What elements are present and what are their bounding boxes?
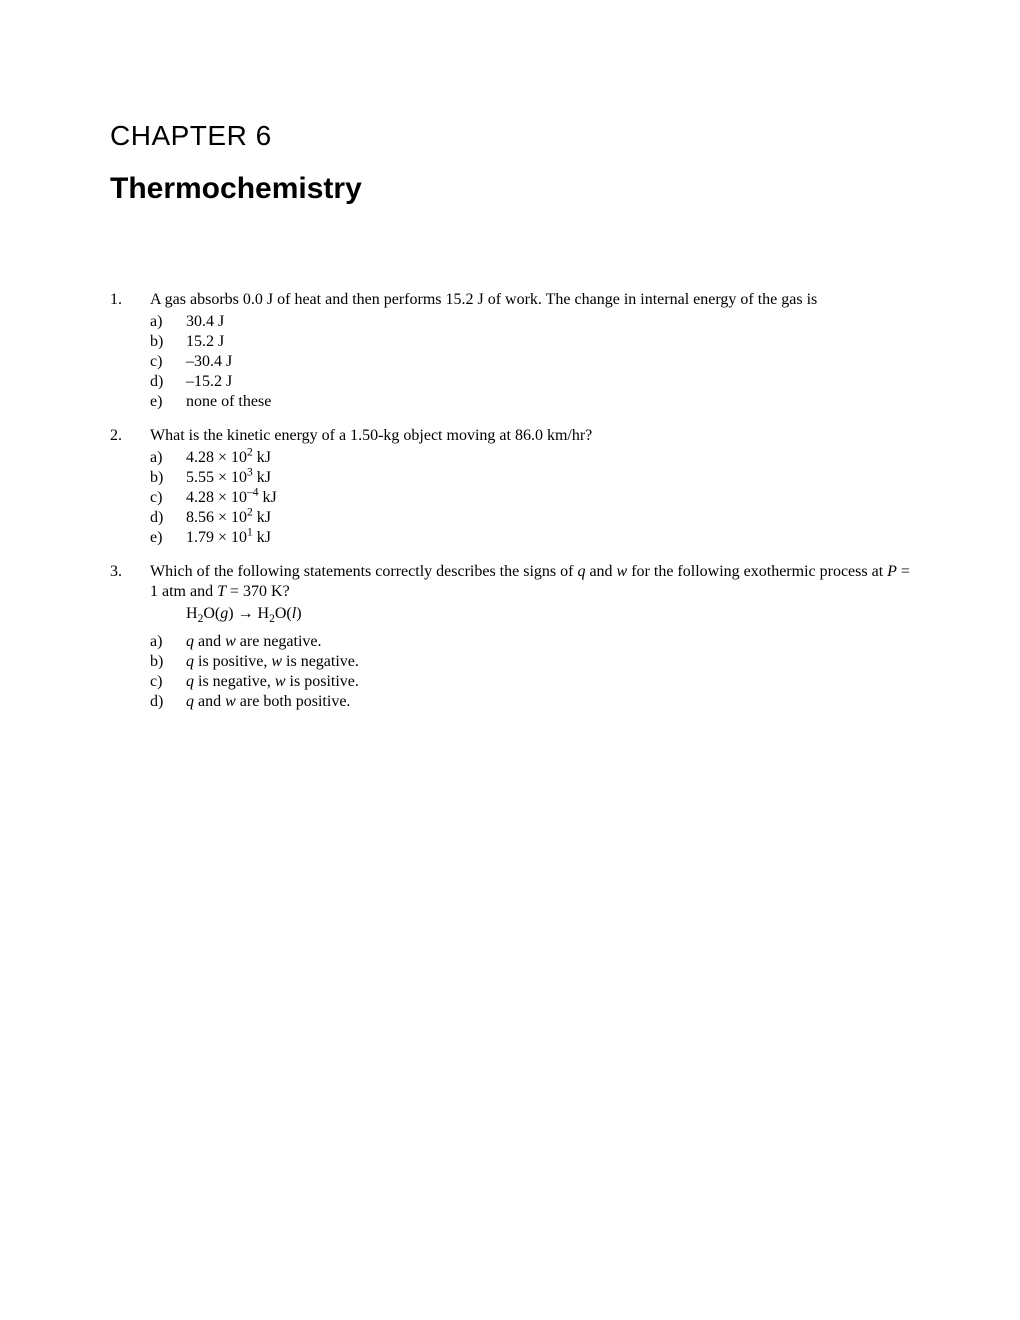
question-body: Which of the following statements correc… [150, 562, 920, 712]
option-label: b) [150, 652, 186, 672]
options-list: a) q and w are negative. b) q is positiv… [150, 632, 920, 712]
question: 1. A gas absorbs 0.0 J of heat and then … [110, 290, 920, 412]
question-stem: What is the kinetic energy of a 1.50-kg … [150, 426, 920, 446]
option-text: 4.28 × 102 kJ [186, 448, 920, 468]
option: a) 4.28 × 102 kJ [150, 448, 920, 468]
question-body: What is the kinetic energy of a 1.50-kg … [150, 426, 920, 548]
option-label: c) [150, 352, 186, 372]
option-label: e) [150, 392, 186, 412]
page-container: CHAPTER 6 Thermochemistry 1. A gas absor… [0, 0, 1020, 712]
option: c) –30.4 J [150, 352, 920, 372]
question: 3. Which of the following statements cor… [110, 562, 920, 712]
option: e) 1.79 × 101 kJ [150, 528, 920, 548]
option: d) q and w are both positive. [150, 692, 920, 712]
option: c) 4.28 × 10–4 kJ [150, 488, 920, 508]
question-stem: A gas absorbs 0.0 J of heat and then per… [150, 290, 920, 310]
chapter-label: CHAPTER 6 [110, 120, 920, 152]
option-text: 15.2 J [186, 332, 920, 352]
option: a) 30.4 J [150, 312, 920, 332]
option-text: none of these [186, 392, 920, 412]
option-label: c) [150, 672, 186, 692]
option-label: d) [150, 692, 186, 712]
option-text: 8.56 × 102 kJ [186, 508, 920, 528]
option: b) 15.2 J [150, 332, 920, 352]
question-number: 2. [110, 426, 150, 548]
options-list: a) 4.28 × 102 kJ b) 5.55 × 103 kJ c) 4.2… [150, 448, 920, 548]
option: e) none of these [150, 392, 920, 412]
question-number: 1. [110, 290, 150, 412]
question-equation: H2O(g) → H2O(l) [150, 604, 920, 624]
option-text: q is positive, w is negative. [186, 652, 920, 672]
option-text: 4.28 × 10–4 kJ [186, 488, 920, 508]
option-text: –30.4 J [186, 352, 920, 372]
option-text: 30.4 J [186, 312, 920, 332]
question: 2. What is the kinetic energy of a 1.50-… [110, 426, 920, 548]
option-text: q and w are negative. [186, 632, 920, 652]
option-label: d) [150, 508, 186, 528]
options-list: a) 30.4 J b) 15.2 J c) –30.4 J d) –15.2 … [150, 312, 920, 412]
option-label: e) [150, 528, 186, 548]
option-text: 1.79 × 101 kJ [186, 528, 920, 548]
option-text: q is negative, w is positive. [186, 672, 920, 692]
question-stem: Which of the following statements correc… [150, 562, 920, 602]
question-number: 3. [110, 562, 150, 712]
option: c) q is negative, w is positive. [150, 672, 920, 692]
option: b) q is positive, w is negative. [150, 652, 920, 672]
option: d) 8.56 × 102 kJ [150, 508, 920, 528]
option: a) q and w are negative. [150, 632, 920, 652]
option-label: b) [150, 332, 186, 352]
option-text: –15.2 J [186, 372, 920, 392]
option-text: 5.55 × 103 kJ [186, 468, 920, 488]
option-label: c) [150, 488, 186, 508]
question-body: A gas absorbs 0.0 J of heat and then per… [150, 290, 920, 412]
option: b) 5.55 × 103 kJ [150, 468, 920, 488]
option-text: q and w are both positive. [186, 692, 920, 712]
option-label: b) [150, 468, 186, 488]
option-label: a) [150, 312, 186, 332]
option-label: d) [150, 372, 186, 392]
option-label: a) [150, 632, 186, 652]
chapter-title: Thermochemistry [110, 172, 920, 206]
option-label: a) [150, 448, 186, 468]
option: d) –15.2 J [150, 372, 920, 392]
